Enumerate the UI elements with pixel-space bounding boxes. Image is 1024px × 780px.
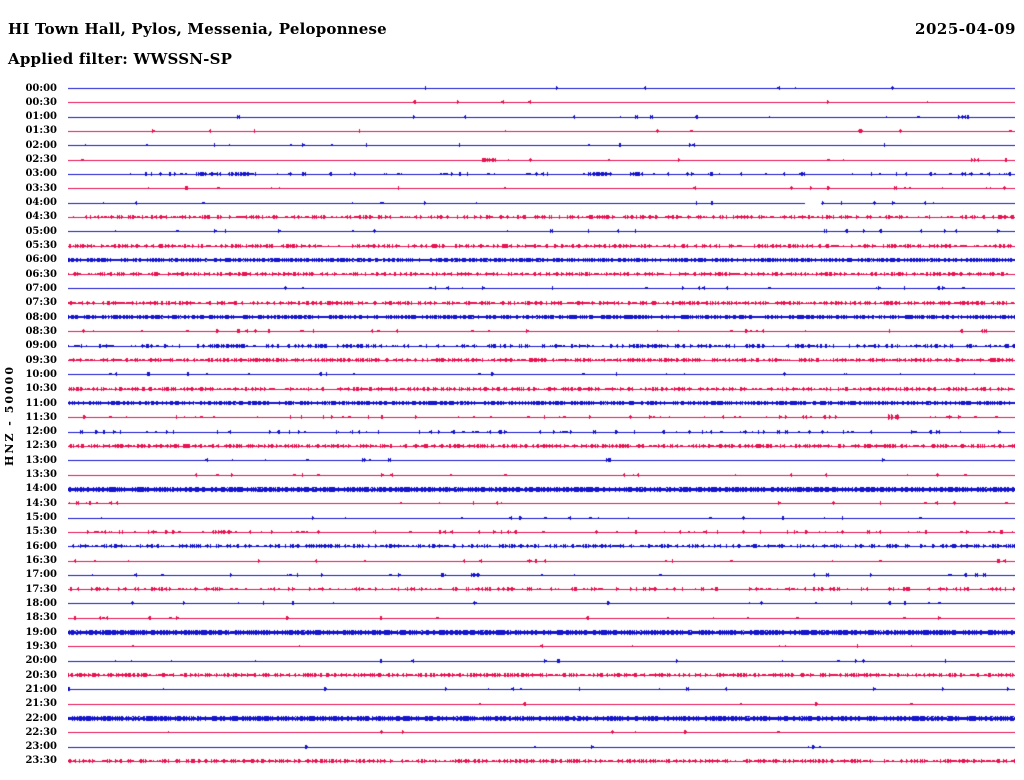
time-label: 08:30 xyxy=(25,325,57,337)
time-label: 10:00 xyxy=(25,368,57,380)
seismogram-trace-plot[interactable] xyxy=(68,81,1015,771)
time-label: 17:00 xyxy=(25,569,57,581)
time-label: 23:00 xyxy=(25,741,57,753)
time-label: 01:00 xyxy=(25,111,57,123)
time-label: 08:00 xyxy=(25,311,57,323)
time-label: 13:30 xyxy=(25,469,57,481)
time-label: 21:00 xyxy=(25,683,57,695)
time-label: 02:00 xyxy=(25,139,57,151)
time-label: 02:30 xyxy=(25,154,57,166)
time-label: 04:30 xyxy=(25,211,57,223)
time-label: 04:00 xyxy=(25,197,57,209)
filter-label: Applied filter: WWSSN-SP xyxy=(8,50,233,68)
time-label: 12:00 xyxy=(25,426,57,438)
time-label: 00:30 xyxy=(25,96,57,108)
time-label: 03:00 xyxy=(25,168,57,180)
time-axis: 00:00 00:30 01:00 01:30 02:00 02:30 03:00 03:30… xyxy=(0,0,57,780)
time-label: 11:30 xyxy=(25,411,57,423)
time-label: 13:00 xyxy=(25,454,57,466)
time-label: 21:30 xyxy=(25,698,57,710)
time-label: 10:30 xyxy=(25,383,57,395)
time-label: 18:30 xyxy=(25,612,57,624)
time-label: 16:30 xyxy=(25,555,57,567)
time-label: 09:00 xyxy=(25,340,57,352)
time-label: 01:30 xyxy=(25,125,57,137)
date-label: 2025-04-09 xyxy=(915,20,1016,38)
time-label: 20:30 xyxy=(25,669,57,681)
time-label: 11:00 xyxy=(25,397,57,409)
time-label: 16:00 xyxy=(25,540,57,552)
time-label: 14:00 xyxy=(25,483,57,495)
time-label: 15:00 xyxy=(25,512,57,524)
station-title: HI Town Hall, Pylos, Messenia, Peloponne… xyxy=(8,20,387,38)
time-label: 03:30 xyxy=(25,182,57,194)
time-label: 17:30 xyxy=(25,583,57,595)
time-label: 20:00 xyxy=(25,655,57,667)
time-label: 06:30 xyxy=(25,268,57,280)
time-label: 18:00 xyxy=(25,597,57,609)
time-label: 23:30 xyxy=(25,755,57,767)
time-label: 05:00 xyxy=(25,225,57,237)
time-label: 19:00 xyxy=(25,626,57,638)
time-label: 19:30 xyxy=(25,640,57,652)
time-label: 05:30 xyxy=(25,240,57,251)
time-label: 09:30 xyxy=(25,354,57,366)
time-label: 07:30 xyxy=(25,297,57,309)
time-label: 06:00 xyxy=(25,254,57,266)
time-label: 12:30 xyxy=(25,440,57,452)
time-label: 22:00 xyxy=(25,712,57,724)
time-label: 22:30 xyxy=(25,726,57,738)
time-label: 15:30 xyxy=(25,526,57,538)
time-label: 07:00 xyxy=(25,282,57,294)
time-label: 00:00 xyxy=(25,82,57,94)
time-label: 14:30 xyxy=(25,497,57,509)
